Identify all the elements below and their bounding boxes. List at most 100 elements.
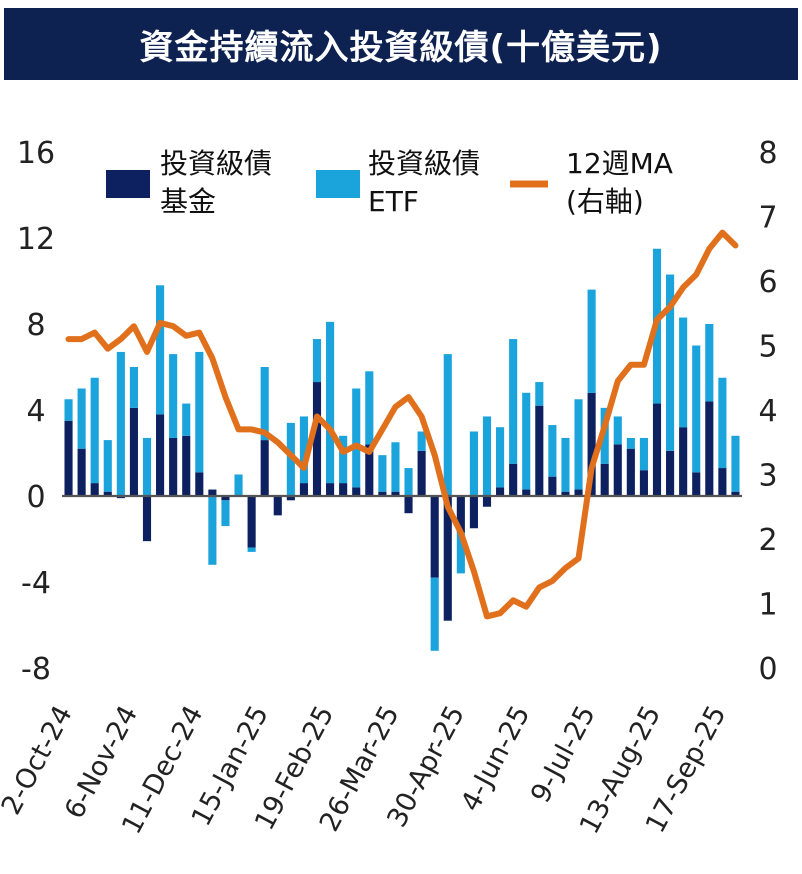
y-left-tick-6: -8 — [21, 652, 51, 687]
bar-etf-29 — [443, 354, 452, 496]
bar-fund-7 — [156, 414, 165, 496]
bar-etf-7 — [156, 285, 165, 415]
bar-fund-1 — [77, 448, 86, 496]
bar-fund-37 — [548, 476, 557, 496]
bar-fund-50 — [718, 468, 727, 496]
bar-etf-12 — [221, 500, 230, 527]
bar-fund-17 — [286, 496, 295, 501]
legend-swatch-etf — [316, 170, 360, 198]
bar-etf-43 — [626, 437, 635, 449]
bar-fund-23 — [365, 444, 374, 496]
bar-fund-39 — [574, 489, 583, 496]
bar-etf-51 — [731, 435, 740, 492]
bar-fund-0 — [64, 420, 73, 496]
bar-fund-24 — [378, 491, 387, 496]
bar-fund-12 — [221, 496, 230, 501]
y-right-tick-5: 3 — [758, 459, 777, 494]
bar-etf-37 — [548, 425, 557, 477]
bar-fund-5 — [129, 407, 138, 496]
y-axis-left: 16 12 8 4 0 -4 -8 — [17, 136, 55, 687]
bar-fund-48 — [692, 472, 701, 496]
bar-fund-38 — [561, 491, 570, 496]
bar-etf-47 — [679, 317, 688, 428]
y-left-tick-2: 8 — [26, 308, 45, 343]
bar-etf-15 — [260, 367, 269, 441]
bar-fund-26 — [404, 496, 413, 514]
bar-fund-34 — [509, 463, 518, 496]
bar-etf-35 — [522, 392, 531, 490]
bar-fund-27 — [417, 450, 426, 496]
bar-fund-51 — [731, 491, 740, 496]
legend-swatch-fund — [106, 170, 150, 198]
title-bar: 資金持續流入投資級債(十億美元) — [4, 8, 798, 80]
bar-fund-49 — [705, 401, 714, 496]
bar-fund-22 — [352, 487, 361, 496]
y-right-tick-2: 6 — [758, 265, 777, 300]
bar-etf-32 — [482, 416, 492, 496]
legend-etf-line1: 投資級債 — [368, 147, 480, 180]
bar-fund-3 — [103, 491, 112, 496]
bar-etf-21 — [339, 435, 348, 484]
y-right-tick-7: 1 — [758, 588, 777, 623]
y-left-tick-1: 12 — [17, 222, 55, 257]
bar-fund-21 — [339, 483, 348, 496]
y-right-tick-0: 8 — [758, 136, 777, 171]
bar-etf-5 — [129, 367, 138, 408]
bar-fund-42 — [613, 444, 622, 496]
bar-etf-13 — [234, 474, 243, 496]
bar-fund-11 — [208, 489, 217, 496]
y-right-tick-6: 2 — [758, 523, 777, 558]
bar-fund-10 — [195, 472, 204, 496]
y-left-tick-3: 4 — [26, 394, 45, 429]
bar-fund-6 — [142, 496, 152, 542]
y-left-tick-4: 0 — [26, 480, 45, 515]
bar-etf-44 — [639, 437, 648, 471]
bar-etf-40 — [587, 289, 596, 393]
bar-fund-31 — [469, 496, 478, 529]
bar-fund-35 — [522, 489, 531, 496]
y-right-tick-1: 7 — [758, 201, 777, 236]
bar-etf-8 — [169, 354, 178, 438]
bar-etf-18 — [299, 416, 308, 484]
bar-fund-15 — [260, 440, 269, 496]
bar-fund-18 — [299, 483, 308, 496]
bar-fund-32 — [482, 496, 492, 507]
bar-etf-6 — [142, 437, 152, 496]
bar-fund-19 — [312, 382, 322, 496]
bar-fund-43 — [626, 448, 635, 496]
bar-fund-45 — [652, 403, 662, 496]
bar-etf-31 — [469, 431, 478, 496]
bar-etf-25 — [391, 442, 400, 492]
bar-etf-28 — [430, 577, 439, 651]
bar-fund-40 — [587, 392, 596, 496]
y-axis-right: 8 7 6 5 4 3 2 1 0 — [758, 136, 777, 687]
bar-etf-0 — [64, 399, 73, 421]
y-right-tick-3: 5 — [758, 330, 777, 365]
bar-etf-24 — [378, 455, 387, 492]
bar-etf-3 — [103, 440, 112, 492]
bar-etf-1 — [77, 388, 86, 449]
chart-title: 資金持續流入投資級債(十億美元) — [139, 27, 663, 68]
bar-etf-20 — [326, 321, 335, 484]
bar-fund-8 — [169, 437, 178, 496]
legend-ma-line2: (右軸) — [566, 185, 644, 218]
bar-etf-30 — [456, 532, 465, 574]
legend-fund-line1: 投資級債 — [160, 147, 272, 180]
bars-layer — [64, 248, 740, 651]
y-left-tick-0: 16 — [17, 136, 55, 171]
bar-etf-4 — [116, 351, 125, 496]
bar-fund-33 — [496, 487, 505, 496]
bar-etf-23 — [365, 371, 374, 445]
bar-fund-41 — [600, 463, 609, 496]
bar-etf-10 — [195, 351, 204, 473]
y-left-tick-5: -4 — [21, 566, 51, 601]
bar-etf-9 — [182, 403, 191, 436]
bar-etf-33 — [496, 427, 505, 488]
bar-fund-14 — [247, 496, 256, 548]
bar-etf-50 — [718, 377, 727, 469]
bar-fund-46 — [666, 450, 675, 496]
x-axis: 2-Oct-246-Nov-2411-Dec-2415-Jan-2519-Feb… — [0, 701, 733, 840]
legend-etf-line2: ETF — [368, 185, 419, 218]
bar-etf-17 — [286, 422, 295, 496]
